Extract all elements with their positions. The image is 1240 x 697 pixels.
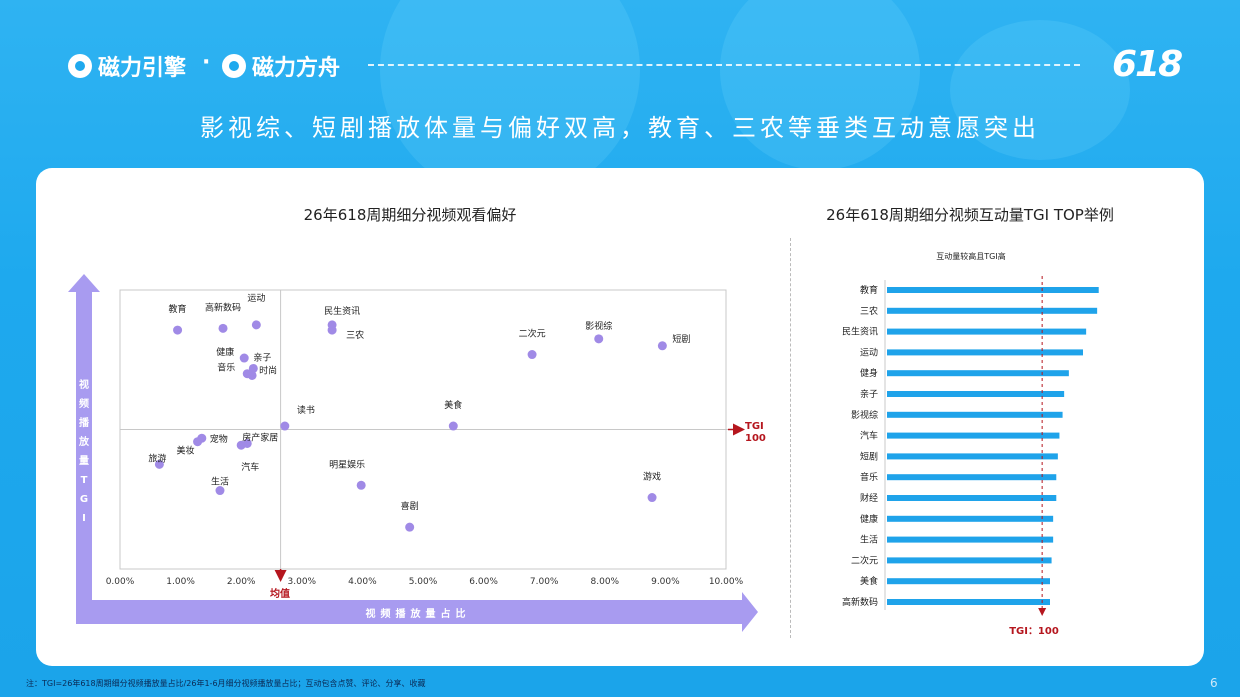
cili-engine-logo-icon: [68, 54, 92, 78]
cili-ark-logo-icon: [222, 54, 246, 78]
page-number: 6: [1210, 676, 1218, 690]
badge-618: 618: [1112, 44, 1183, 85]
background-bubble: [950, 20, 1130, 160]
separator-text: ·: [202, 50, 211, 75]
background-bubble: [380, 0, 640, 200]
page-headline: 影视综、短剧播放体量与偏好双高，教育、三农等垂类互动意愿突出: [200, 114, 1040, 142]
logo-cili-ark: 磁力方舟: [222, 50, 340, 82]
background-bubble: [720, 0, 920, 170]
content-card: [36, 168, 1204, 666]
header: 磁力引擎 · 磁力方舟 618: [0, 0, 1240, 100]
logo1-text: 磁力引擎: [98, 56, 187, 81]
logo-cili-engine: 磁力引擎: [68, 50, 186, 82]
footnote: 注：TGI=26年618周期细分视频播放量占比/26年1-6月细分视频播放量占比…: [26, 679, 426, 688]
header-dashed-line: [368, 64, 1080, 66]
logo-separator: ·: [202, 50, 210, 75]
logo2-text: 磁力方舟: [252, 56, 341, 81]
left-chart-title: 26年618周期细分视频观看偏好: [303, 206, 517, 224]
chart-divider: [790, 238, 791, 638]
right-chart-title: 26年618周期细分视频互动量TGI TOP举例: [826, 206, 1114, 224]
